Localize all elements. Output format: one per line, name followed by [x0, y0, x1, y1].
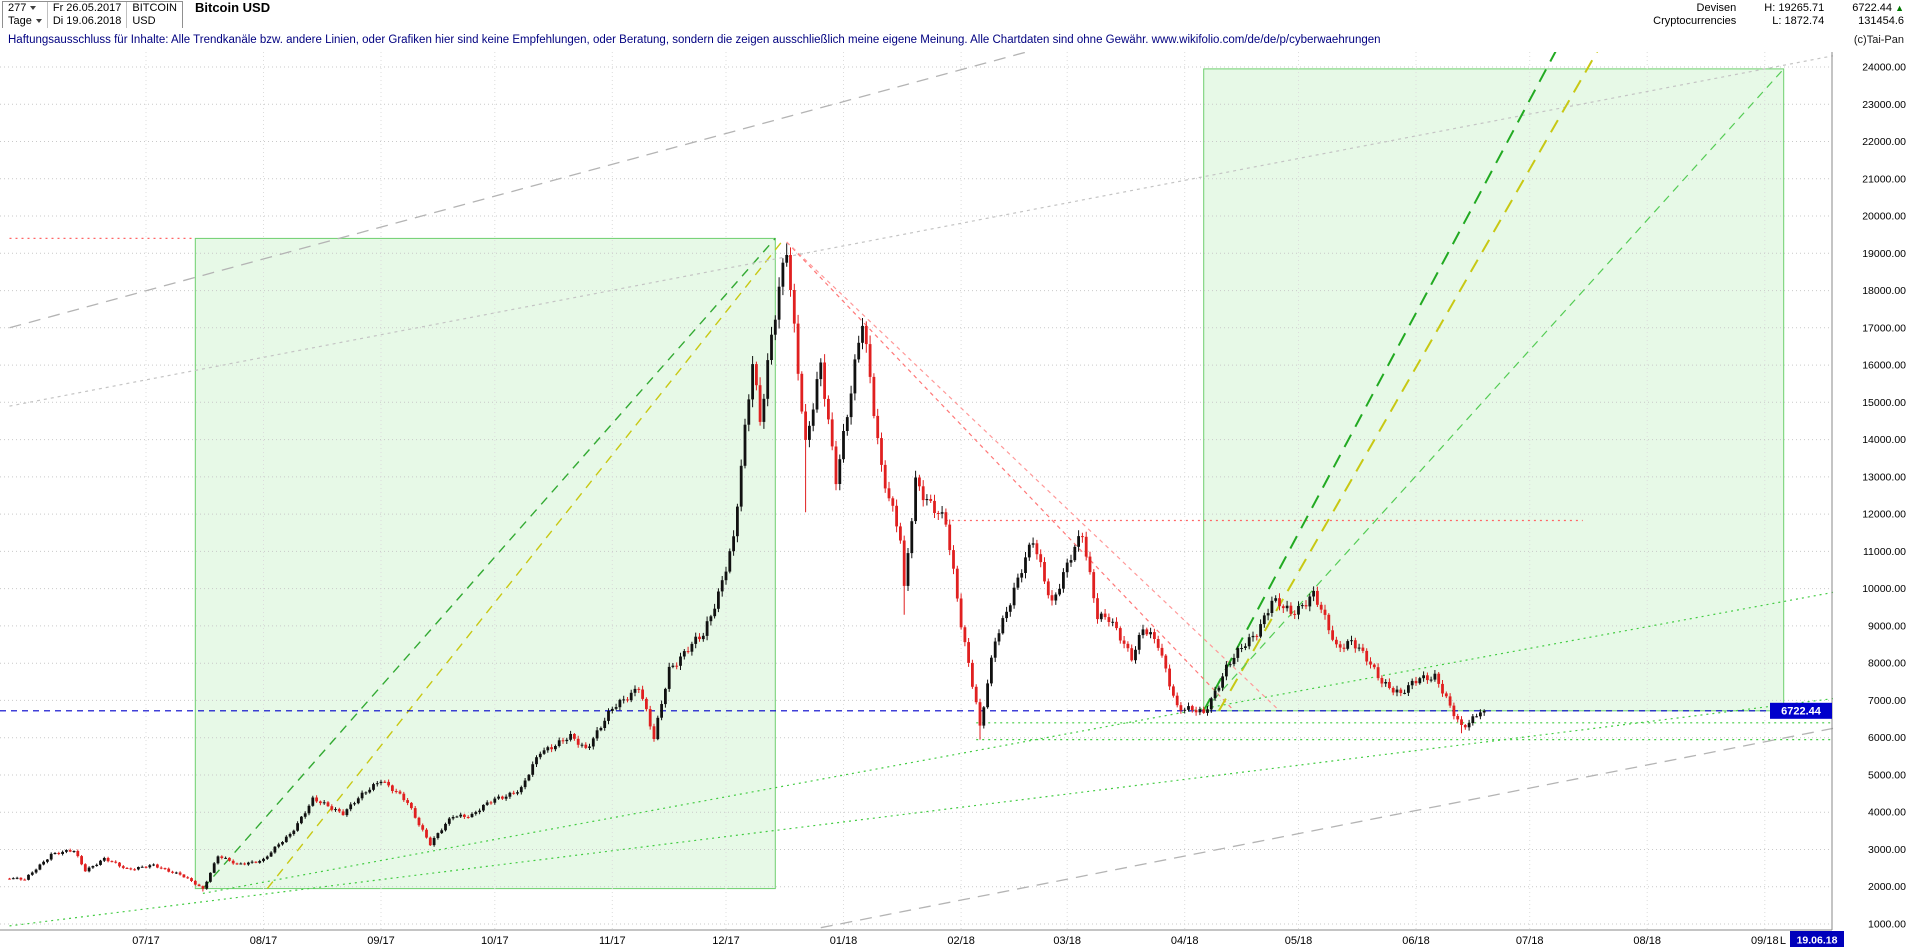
x-axis-label: 02/18: [947, 935, 975, 947]
toolbar: 277 Fr 26.05.2017 BITCOIN Tage Di 19.06.…: [0, 0, 1912, 29]
downtrend-red-steep: [786, 241, 1235, 712]
y-axis-label: 20000.00: [1862, 211, 1906, 223]
candlestick-series: [8, 243, 1486, 892]
start-date-value: Fr 26.05.2017: [52, 2, 122, 14]
support-dotted-long: [202, 591, 1834, 894]
trend-box: [194, 237, 776, 890]
chart-title: Bitcoin USD: [194, 0, 271, 15]
category-line2: Cryptocurrencies: [1653, 15, 1737, 27]
y-axis-label: 7000.00: [1868, 695, 1906, 707]
x-axis-label: 09/17: [367, 935, 395, 947]
y-axis-label: 11000.00: [1863, 546, 1906, 558]
y-axis-label: 17000.00: [1862, 322, 1906, 334]
x-axis-label: 08/18: [1633, 935, 1661, 947]
gray-dotted-long: [9, 55, 1834, 407]
y-axis-label: 1000.00: [1868, 919, 1906, 931]
x-axis-label: 08/17: [250, 935, 278, 947]
period-dropdown[interactable]: Tage: [3, 15, 48, 28]
y-axis-label: 21000.00: [1862, 173, 1906, 185]
y-axis-label: 6000.00: [1868, 732, 1906, 744]
last-date-label: 19.06.18: [1797, 935, 1838, 947]
x-axis-label: 12/17: [712, 935, 740, 947]
copyright-label: (c)Tai-Pan: [1853, 34, 1904, 46]
dropdown-arrow-icon: [30, 6, 37, 11]
last-price-label: 6722.44: [1781, 705, 1822, 717]
y-axis-label: 10000.00: [1862, 583, 1906, 595]
last-price-tag: [1770, 702, 1832, 719]
y-axis-label: 23000.00: [1862, 99, 1906, 111]
x-axis-label: 07/18: [1516, 935, 1544, 947]
disclaimer-bar: Haftungsausschluss für Inhalte: Alle Tre…: [0, 28, 1912, 52]
category-line1: Devisen: [1696, 2, 1737, 14]
bars-count-value: 277: [8, 2, 27, 14]
y-axis-label: 12000.00: [1862, 509, 1906, 521]
y-axis-label: 2000.00: [1868, 881, 1906, 893]
uptrend-2018-green: [1202, 52, 1557, 712]
trend-lines: [9, 52, 1834, 929]
range-start-date[interactable]: Fr 26.05.2017: [48, 2, 128, 15]
trend-channel-boxes: [194, 68, 1785, 890]
y-axis-label: 24000.00: [1862, 62, 1906, 74]
x-axis-label: 05/18: [1285, 935, 1313, 947]
y-axis-label: 18000.00: [1862, 285, 1906, 297]
y-axis-label: 16000.00: [1862, 360, 1906, 372]
uptrend-2018-yellow: [1218, 52, 1599, 712]
gray-channel-upper: [9, 52, 1029, 329]
bars-count-dropdown[interactable]: 277: [3, 2, 48, 15]
period-value: Tage: [8, 15, 32, 27]
x-axis-label: 09/18: [1751, 935, 1779, 947]
last-date-tag: [1790, 931, 1844, 947]
x-axis-label: 06/18: [1402, 935, 1430, 947]
x-axis-label: 04/18: [1171, 935, 1199, 947]
low-value: L: 1872.74: [1772, 15, 1825, 27]
last-price: 6722.44 ▲: [1852, 2, 1904, 14]
uptrend-2017-yellow: [266, 239, 784, 890]
last-volume-column: 6722.44 ▲ 131454.6: [1852, 2, 1904, 28]
box2-diagonal: [1203, 68, 1785, 712]
dropdown-arrow-icon: [35, 19, 42, 24]
gray-channel-lower: [820, 727, 1834, 929]
y-axis-label: 14000.00: [1862, 434, 1906, 446]
last-date-prefix: L: [1780, 935, 1786, 947]
toolbar-left: 277 Fr 26.05.2017 BITCOIN Tage Di 19.06.…: [0, 0, 270, 29]
symbol-base-label: BITCOIN: [132, 2, 177, 14]
disclaimer-text: Haftungsausschluss für Inhalte: Alle Tre…: [8, 34, 1381, 46]
x-axis: 07/17 08/17 09/17 10/17 11/17 12/17 01/18 02/18…: [132, 935, 1786, 947]
x-axis-label: 07/17: [132, 935, 160, 947]
symbol-quote-label: USD: [132, 15, 156, 27]
y-axis-label: 8000.00: [1868, 658, 1906, 670]
y-axis-label: 22000.00: [1862, 136, 1906, 148]
y-axis-label: 5000.00: [1868, 770, 1906, 782]
high-value: H: 19265.71: [1764, 2, 1825, 14]
up-arrow-icon: ▲: [1895, 3, 1904, 13]
downtrend-red-shallow: [786, 241, 1280, 712]
x-axis-label: 10/17: [481, 935, 509, 947]
y-axis-label: 19000.00: [1862, 248, 1906, 260]
end-date-value: Di 19.06.2018: [52, 15, 122, 27]
quote-info: Devisen Cryptocurrencies H: 19265.71 L: …: [1653, 0, 1912, 28]
range-end-date[interactable]: Di 19.06.2018: [48, 15, 128, 28]
x-axis-label: 03/18: [1053, 935, 1081, 947]
chart-settings-group: 277 Fr 26.05.2017 BITCOIN Tage Di 19.06.…: [2, 1, 183, 29]
uptrend-2017-green: [202, 237, 776, 890]
y-axis: 1000.00 2000.00 3000.00 4000.00 5000.00 6000.…: [1862, 62, 1906, 931]
y-axis-label: 15000.00: [1862, 397, 1906, 409]
x-axis-label: 01/18: [830, 935, 858, 947]
category-column: Devisen Cryptocurrencies: [1653, 2, 1736, 28]
y-axis-label: 3000.00: [1868, 844, 1906, 856]
y-axis-label: 4000.00: [1868, 807, 1906, 819]
support-dotted-lower: [9, 698, 1834, 927]
price-chart[interactable]: 1000.00 2000.00 3000.00 4000.00 5000.00 6000.…: [0, 52, 1912, 952]
y-axis-label: 9000.00: [1868, 620, 1906, 632]
chart-area[interactable]: 1000.00 2000.00 3000.00 4000.00 5000.00 6000.…: [0, 52, 1912, 952]
volume-value: 131454.6: [1858, 15, 1904, 27]
y-axis-label: 13000.00: [1862, 471, 1906, 483]
x-axis-label: 11/17: [599, 935, 626, 947]
high-low-column: H: 19265.71 L: 1872.74: [1764, 2, 1824, 28]
